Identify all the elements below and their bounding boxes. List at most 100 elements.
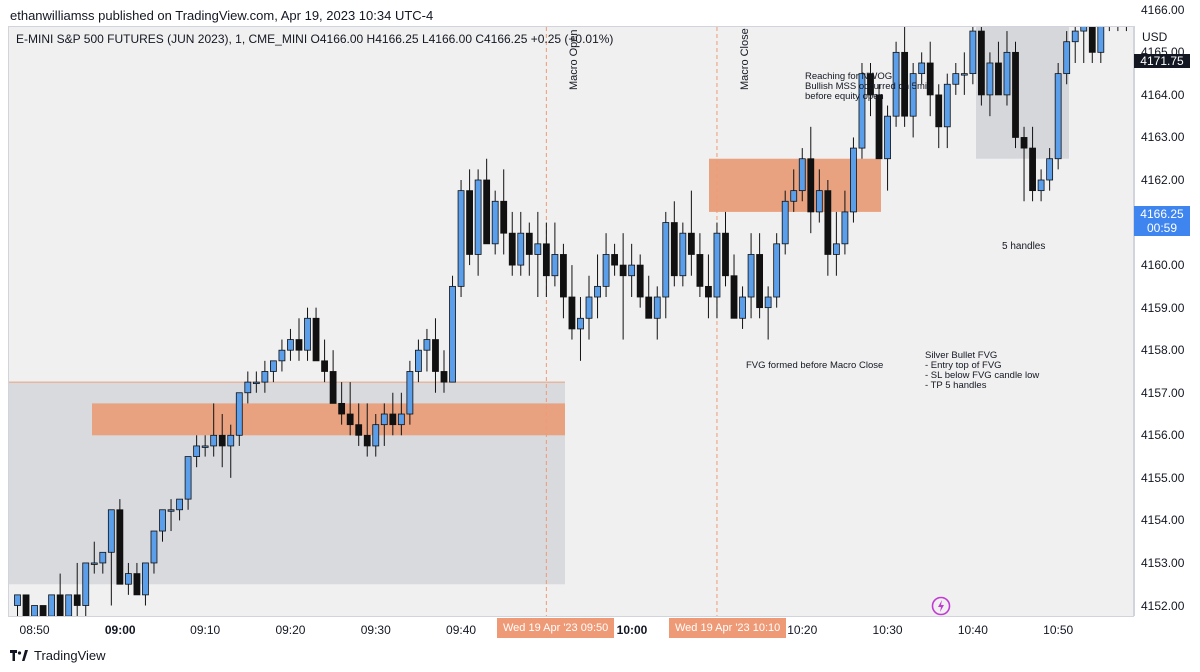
- candle-body: [159, 509, 166, 532]
- price-tick-label: 4159.00: [1141, 300, 1185, 315]
- candle-body: [176, 498, 183, 511]
- candle-body: [662, 222, 670, 298]
- candle-body: [585, 296, 593, 319]
- candle-body: [977, 30, 985, 96]
- candle-body: [807, 158, 815, 213]
- candle-body: [99, 551, 107, 564]
- candle-body: [389, 413, 397, 426]
- candle-body: [636, 264, 644, 298]
- publisher-line: ethanwilliamss published on TradingView.…: [10, 8, 434, 23]
- price-axis[interactable]: [1134, 26, 1200, 616]
- candle-body: [747, 254, 755, 298]
- candle-body: [568, 296, 576, 330]
- silver-bullet-line: - TP 5 handles: [925, 380, 987, 391]
- candle-body: [542, 243, 550, 277]
- time-flag-macro-open: Wed 19 Apr '23 09:50: [497, 618, 615, 638]
- candle-body: [31, 605, 38, 616]
- price-tick-label: 4158.00: [1141, 343, 1185, 358]
- candle-body: [867, 73, 874, 96]
- candle-body: [602, 254, 610, 287]
- candle-body: [935, 94, 943, 128]
- candle-body: [841, 211, 849, 245]
- fvg-zone-premarket: [92, 403, 565, 436]
- candle-body: [142, 562, 149, 596]
- time-tick-label: 10:40: [957, 623, 988, 637]
- candle-body: [321, 360, 328, 372]
- candle-body: [397, 413, 405, 426]
- footer-brand-label: TradingView: [34, 648, 106, 663]
- candle-body: [65, 594, 73, 616]
- candle-body: [926, 62, 934, 96]
- candle-body: [1080, 27, 1088, 32]
- candle-body: [210, 434, 218, 447]
- candle-body: [687, 232, 695, 255]
- candle-body: [1063, 41, 1071, 75]
- candle-body: [909, 73, 917, 117]
- candle-body: [1054, 73, 1062, 160]
- candle-body: [781, 200, 789, 245]
- nwog-note-line: before equity open: [805, 91, 884, 102]
- candle-body: [346, 413, 354, 426]
- candle-body: [560, 254, 567, 298]
- candle-body: [1037, 179, 1045, 192]
- candle-body: [278, 349, 286, 362]
- candle-body: [1046, 158, 1054, 181]
- candle-body: [372, 424, 380, 447]
- last-price-value: 4166.25: [1140, 207, 1184, 221]
- candle-body: [850, 147, 857, 213]
- candle-body: [995, 62, 1002, 96]
- footer-brand[interactable]: TradingView: [10, 648, 106, 663]
- candle-body: [628, 264, 636, 277]
- candle-body: [730, 275, 738, 319]
- candle-body: [406, 371, 414, 415]
- candle-body: [338, 402, 346, 415]
- bar-countdown: 00:59: [1146, 221, 1178, 235]
- candle-body: [252, 381, 260, 385]
- candle-body: [500, 200, 508, 234]
- candle-body: [517, 232, 525, 266]
- nwog-note: Reaching for NWOG Bullish MSS occurred o…: [805, 72, 932, 102]
- candle-body: [295, 339, 303, 351]
- candle-body: [39, 605, 47, 616]
- candle-body: [380, 413, 388, 426]
- time-tick-label: 10:30: [872, 623, 903, 637]
- candle-body: [739, 296, 746, 319]
- candle-body: [304, 317, 311, 351]
- flash-icon[interactable]: [931, 596, 951, 616]
- candle-body: [832, 243, 840, 255]
- candle-body: [722, 232, 729, 277]
- candle-body: [952, 73, 960, 85]
- candle-body: [107, 509, 115, 553]
- candle-body: [986, 62, 994, 96]
- candle-body: [1088, 27, 1096, 53]
- nwog-note-line: Reaching for NWOG: [805, 71, 893, 82]
- candle-body: [423, 339, 431, 351]
- silver-bullet-line: - SL below FVG candle low: [925, 370, 1040, 381]
- price-tick-label: 4162.00: [1141, 173, 1185, 187]
- candlestick-plot[interactable]: [9, 27, 1134, 616]
- price-tick-label: 4157.00: [1141, 385, 1185, 400]
- candle-body: [969, 30, 977, 75]
- price-tick-label: 4166.00: [1141, 2, 1185, 17]
- candle-body: [534, 243, 542, 255]
- silver-bullet-line: Silver Bullet FVG: [925, 350, 998, 361]
- candle-body: [22, 594, 30, 616]
- candle-body: [269, 360, 277, 372]
- last-price-tag: 4166.25 00:59: [1134, 206, 1190, 236]
- currency-label: USD: [1142, 30, 1168, 44]
- silver-bullet-line: - Entry top of FVG: [925, 360, 1002, 371]
- time-tick-label: 10:50: [1043, 623, 1074, 637]
- candle-body: [892, 51, 900, 117]
- candle-body: [764, 296, 772, 309]
- candle-body: [773, 243, 781, 298]
- candle-body: [713, 232, 721, 298]
- candle-body: [449, 285, 456, 383]
- price-tick-label: 4153.00: [1141, 555, 1185, 570]
- level-price-tag: 4171.75: [1134, 54, 1190, 68]
- silver-bullet-note: Silver Bullet FVG - Entry top of FVG - S…: [925, 351, 1039, 391]
- candle-body: [858, 73, 866, 149]
- candle-body: [705, 285, 712, 298]
- candle-body: [90, 562, 98, 565]
- time-tick-label: 10:00: [616, 623, 648, 637]
- candle-body: [670, 222, 678, 277]
